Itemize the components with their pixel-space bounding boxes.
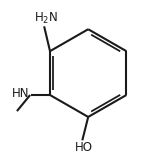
Text: HN: HN <box>12 87 29 100</box>
Text: H$_2$N: H$_2$N <box>34 11 58 26</box>
Text: HO: HO <box>75 141 93 154</box>
